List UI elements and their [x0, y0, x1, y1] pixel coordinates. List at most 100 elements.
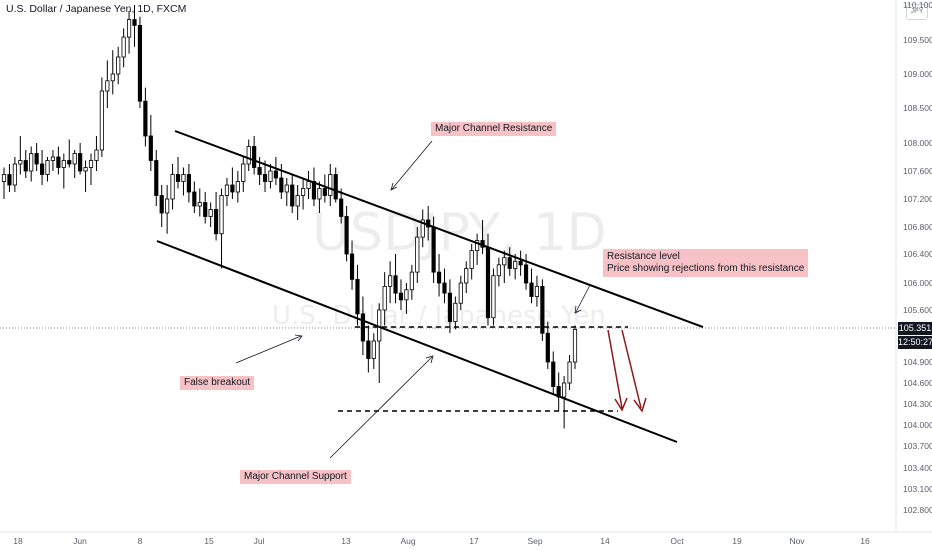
time-axis[interactable]: 18 Jun 8 15 Jul 13 Aug 17 Sep 14 Oct 19 Nov 16	[13, 536, 870, 546]
candle-up[interactable]	[458, 282, 463, 304]
candle-down[interactable]	[132, 19, 137, 26]
candle-up[interactable]	[94, 149, 99, 161]
candle-up[interactable]	[464, 268, 469, 284]
candle-up[interactable]	[88, 160, 94, 168]
candle-up[interactable]	[1, 174, 7, 182]
candle-down[interactable]	[518, 260, 523, 266]
candle-up[interactable]	[72, 153, 77, 165]
currency-badge[interactable]: JPY	[906, 4, 928, 20]
candle-down[interactable]	[398, 292, 404, 301]
candle-up[interactable]	[224, 184, 230, 196]
candle-down[interactable]	[442, 282, 447, 294]
candle-down[interactable]	[311, 181, 317, 200]
candle-down[interactable]	[34, 153, 39, 165]
candle-down[interactable]	[431, 226, 436, 273]
candle-up[interactable]	[83, 167, 88, 172]
candle-up[interactable]	[496, 264, 501, 277]
candle-up[interactable]	[284, 184, 289, 193]
candle-up[interactable]	[121, 36, 126, 58]
candle-up[interactable]	[317, 188, 322, 200]
candle-down[interactable]	[56, 156, 61, 168]
candle-up[interactable]	[12, 163, 17, 186]
candle-up[interactable]	[382, 285, 387, 311]
candle-down[interactable]	[545, 332, 550, 363]
candle-up[interactable]	[328, 174, 333, 196]
candle-up[interactable]	[306, 181, 311, 189]
candle-down[interactable]	[279, 177, 284, 193]
candle-down[interactable]	[355, 278, 360, 315]
candle-up[interactable]	[235, 181, 240, 193]
candle-up[interactable]	[165, 198, 170, 214]
candle-up[interactable]	[404, 289, 409, 301]
label-major-channel-resistance[interactable]: Major Channel Resistance	[431, 122, 557, 136]
candle-up[interactable]	[50, 156, 56, 161]
candle-up[interactable]	[45, 160, 50, 175]
candle-down[interactable]	[333, 174, 338, 200]
projection-arrow-1[interactable]	[607, 329, 623, 409]
candle-down[interactable]	[159, 195, 164, 214]
resistance-channel-line[interactable]	[174, 130, 704, 328]
label-major-channel-support[interactable]: Major Channel Support	[240, 470, 351, 484]
candle-up[interactable]	[491, 275, 496, 319]
candle-down[interactable]	[192, 191, 197, 207]
candle-up[interactable]	[268, 170, 273, 182]
candle-down[interactable]	[23, 160, 28, 172]
projection-arrow-2[interactable]	[621, 329, 642, 409]
candle-up[interactable]	[170, 174, 175, 200]
label-resistance-level-box[interactable]: Resistance level Price showing rejection…	[603, 249, 809, 277]
candle-down[interactable]	[213, 209, 219, 235]
candle-down[interactable]	[551, 361, 556, 387]
candle-down[interactable]	[507, 257, 512, 269]
candle-up[interactable]	[513, 260, 518, 269]
candle-up[interactable]	[295, 195, 300, 207]
candle-down[interactable]	[447, 292, 453, 323]
candle-up[interactable]	[562, 382, 567, 398]
candle-down[interactable]	[322, 188, 327, 196]
candle-up[interactable]	[502, 257, 507, 266]
candle-down[interactable]	[230, 184, 235, 193]
candle-up[interactable]	[18, 160, 23, 165]
candle-down[interactable]	[540, 285, 545, 334]
candle-up[interactable]	[371, 340, 376, 359]
candle-down[interactable]	[349, 253, 355, 280]
candle-down[interactable]	[436, 271, 442, 284]
candle-up[interactable]	[469, 250, 474, 269]
candle-up[interactable]	[409, 271, 414, 291]
candle-up[interactable]	[99, 90, 104, 151]
candle-up[interactable]	[208, 209, 213, 217]
candle-down[interactable]	[137, 25, 143, 102]
candle-down[interactable]	[203, 202, 208, 217]
candle-down[interactable]	[393, 275, 398, 294]
candle-up[interactable]	[534, 285, 540, 297]
candle-up[interactable]	[246, 146, 251, 165]
candle-down[interactable]	[290, 184, 295, 207]
candle-down[interactable]	[339, 198, 344, 217]
label-false-breakout[interactable]: False breakout	[180, 376, 255, 390]
candle-down[interactable]	[154, 160, 159, 196]
candle-down[interactable]	[186, 174, 191, 193]
candle-down[interactable]	[262, 174, 268, 182]
candle-up[interactable]	[61, 160, 66, 168]
candle-up[interactable]	[126, 19, 132, 38]
candle-down[interactable]	[529, 282, 534, 297]
candle-up[interactable]	[567, 361, 572, 384]
candle-up[interactable]	[197, 202, 202, 207]
candle-up[interactable]	[116, 56, 121, 75]
candle-down[interactable]	[78, 153, 83, 172]
candle-down[interactable]	[175, 174, 181, 182]
candle-up[interactable]	[453, 302, 458, 323]
candle-down[interactable]	[366, 340, 371, 359]
candle-up[interactable]	[29, 153, 34, 172]
candle-down[interactable]	[39, 163, 45, 175]
candle-up[interactable]	[388, 275, 393, 287]
candle-up[interactable]	[219, 195, 224, 235]
candle-up[interactable]	[105, 80, 110, 92]
support-channel-line[interactable]	[156, 240, 678, 443]
candle-down[interactable]	[485, 246, 491, 319]
candle-down[interactable]	[273, 170, 278, 179]
candle-down[interactable]	[143, 100, 148, 137]
candle-up[interactable]	[420, 219, 425, 238]
candle-up[interactable]	[415, 236, 420, 273]
candle-down[interactable]	[344, 216, 349, 255]
